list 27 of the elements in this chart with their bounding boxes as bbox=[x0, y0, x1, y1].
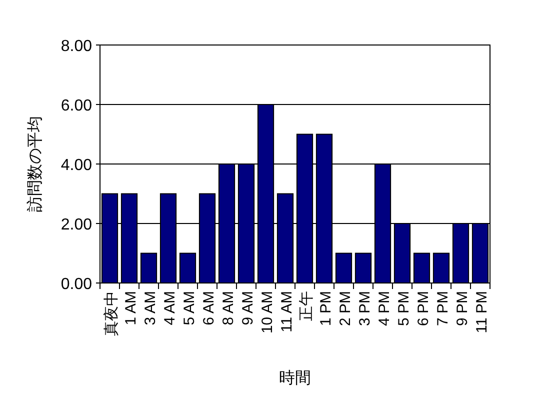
x-axis-title: 時間 bbox=[279, 369, 311, 387]
x-tick-label: 3 PM bbox=[356, 291, 374, 326]
x-tick-label: 8 AM bbox=[220, 291, 237, 326]
y-tick-label: 4.00 bbox=[60, 157, 92, 174]
x-tick-label: 10 AM bbox=[258, 291, 276, 334]
x-tick-label: 3 AM bbox=[142, 291, 159, 326]
x-tick-label: 9 PM bbox=[454, 291, 471, 326]
x-tick-label: 4 PM bbox=[376, 291, 393, 326]
x-tick-label: 正午 bbox=[298, 291, 315, 321]
x-tick-label: 5 PM bbox=[395, 291, 412, 326]
x-tick-label: 1 PM bbox=[317, 291, 334, 326]
y-tick-label: 8.00 bbox=[60, 38, 92, 55]
y-tick-label: 2.00 bbox=[60, 216, 92, 234]
x-tick-label: 6 PM bbox=[414, 291, 432, 326]
x-tick-label: 4 AM bbox=[161, 291, 178, 326]
x-tick-label: 1 AM bbox=[122, 291, 140, 326]
y-tick-label: 6.00 bbox=[60, 98, 92, 114]
x-tick-label: 7 PM bbox=[434, 291, 452, 326]
x-tick-label: 6 AM bbox=[200, 291, 218, 326]
x-tick-label: 2 PM bbox=[336, 291, 354, 326]
x-tick-label: 5 AM bbox=[180, 291, 198, 326]
x-tick-label: 11 AM bbox=[278, 291, 296, 332]
x-tick-label: 11 PM bbox=[473, 291, 490, 334]
x-tick-label: 真夜中 bbox=[102, 291, 120, 336]
y-tick-label: 0.00 bbox=[60, 276, 92, 293]
x-tick-label: 9 AM bbox=[239, 291, 256, 326]
y-axis-title: 訪問数の平均 bbox=[26, 116, 44, 212]
